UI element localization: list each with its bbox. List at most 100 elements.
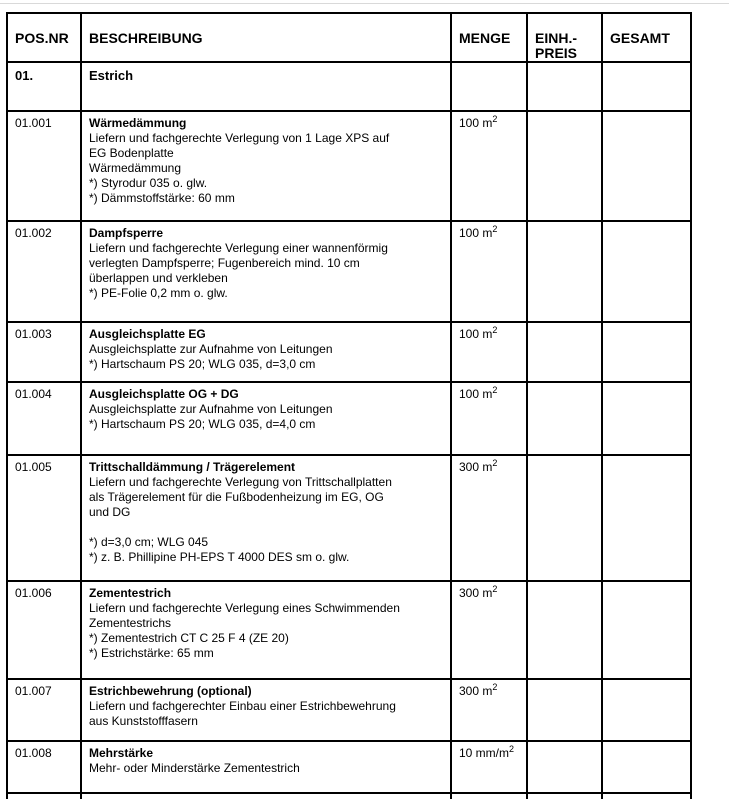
previous-row-remnant-line <box>0 3 729 4</box>
quantity-superscript: 2 <box>492 385 498 395</box>
item-title: Ausgleichsplatte EG <box>89 327 206 341</box>
quantity-value: 300 m <box>459 460 493 474</box>
pos-cell: 01.004 <box>8 383 82 454</box>
description-cell: Estrichbewehrung (optional) Liefern und … <box>82 680 452 740</box>
pos-cell: 01.001 <box>8 112 82 220</box>
table-row-partial <box>8 794 690 799</box>
item-description: Liefern und fachgerechte Verlegung von 1… <box>89 131 390 205</box>
unit-price-cell <box>528 582 603 678</box>
quantity-cell: 10 mm/m2 <box>452 742 528 792</box>
quantity-cell: 300 m2 <box>452 680 528 740</box>
total-cell <box>603 456 690 580</box>
bill-of-quantities-table: POS.NR BESCHREIBUNG MENGE EINH.- PREIS G… <box>6 12 692 799</box>
quantity-cell: 100 m2 <box>452 323 528 381</box>
description-cell: Dampfsperre Liefern und fachgerechte Ver… <box>82 222 452 321</box>
description-cell: Zementestrich Liefern und fachgerechte V… <box>82 582 452 678</box>
item-title: Estrichbewehrung (optional) <box>89 684 252 698</box>
item-description: Liefern und fachgerechte Verlegung von T… <box>89 475 392 564</box>
section-row: 01. Estrich <box>8 63 690 112</box>
item-description: Ausgleichsplatte zur Aufnahme von Leitun… <box>89 402 333 431</box>
section-total-cell <box>603 63 690 110</box>
item-title: Ausgleichsplatte OG + DG <box>89 387 239 401</box>
quantity-cell: 100 m2 <box>452 222 528 321</box>
unit-price-cell <box>528 456 603 580</box>
header-total: GESAMT <box>610 30 670 46</box>
quantity-value: 300 m <box>459 586 493 600</box>
table-row: 01.007 Estrichbewehrung (optional) Liefe… <box>8 680 690 742</box>
unit-price-cell <box>528 222 603 321</box>
quantity-cell: 100 m2 <box>452 112 528 220</box>
table-header-row: POS.NR BESCHREIBUNG MENGE EINH.- PREIS G… <box>8 14 690 63</box>
total-cell <box>603 582 690 678</box>
item-description: Liefern und fachgerechter Einbau einer E… <box>89 699 396 728</box>
quantity-value: 100 m <box>459 226 493 240</box>
table-row: 01.004 Ausgleichsplatte OG + DG Ausgleic… <box>8 383 690 456</box>
table-row: 01.006 Zementestrich Liefern und fachger… <box>8 582 690 680</box>
total-cell <box>603 222 690 321</box>
header-description: BESCHREIBUNG <box>82 14 452 61</box>
quantity-value: 300 m <box>459 684 493 698</box>
quantity-superscript: 2 <box>492 458 498 468</box>
item-title: Dampfsperre <box>89 226 164 240</box>
pos-cell: 01.003 <box>8 323 82 381</box>
quantity-cell: 300 m2 <box>452 456 528 580</box>
quantity-superscript: 2 <box>509 744 515 754</box>
pos-cell: 01.008 <box>8 742 82 792</box>
item-title: Trittschalldämmung / Trägerelement <box>89 460 296 474</box>
description-cell: Trittschalldämmung / Trägerelement Liefe… <box>82 456 452 580</box>
header-quantity: MENGE <box>452 14 528 61</box>
header-pos: POS.NR <box>8 14 82 61</box>
pos-cell: 01.002 <box>8 222 82 321</box>
item-description: Liefern und fachgerechte Verlegung eines… <box>89 601 400 660</box>
total-cell <box>603 794 690 799</box>
item-description: Liefern und fachgerechte Verlegung einer… <box>89 241 388 300</box>
item-description: Mehr- oder Minderstärke Zementestrich <box>89 761 300 775</box>
table-row: 01.002 Dampfsperre Liefern und fachgerec… <box>8 222 690 323</box>
quantity-superscript: 2 <box>492 584 498 594</box>
item-title: Mehrstärke <box>89 746 154 760</box>
section-title: Estrich <box>82 63 452 110</box>
item-title: Wärmedämmung <box>89 116 187 130</box>
table-row: 01.005 Trittschalldämmung / Trägerelemen… <box>8 456 690 582</box>
quantity-superscript: 2 <box>492 682 498 692</box>
pos-cell: 01.006 <box>8 582 82 678</box>
total-cell <box>603 383 690 454</box>
item-title: Zementestrich <box>89 586 172 600</box>
unit-price-cell <box>528 680 603 740</box>
description-cell <box>82 794 452 799</box>
description-cell: Mehrstärke Mehr- oder Minderstärke Zemen… <box>82 742 452 792</box>
quantity-superscript: 2 <box>492 325 498 335</box>
total-cell <box>603 680 690 740</box>
quantity-superscript: 2 <box>492 114 498 124</box>
pos-cell: 01.005 <box>8 456 82 580</box>
table-row: 01.001 Wärmedämmung Liefern und fachgere… <box>8 112 690 222</box>
total-cell <box>603 742 690 792</box>
quantity-cell <box>452 794 528 799</box>
table-row: 01.003 Ausgleichsplatte EG Ausgleichspla… <box>8 323 690 383</box>
unit-price-cell <box>528 323 603 381</box>
quantity-value: 100 m <box>459 387 493 401</box>
quantity-cell: 100 m2 <box>452 383 528 454</box>
pos-cell <box>8 794 82 799</box>
description-cell: Ausgleichsplatte EG Ausgleichsplatte zur… <box>82 323 452 381</box>
section-quantity-cell <box>452 63 528 110</box>
unit-price-cell <box>528 383 603 454</box>
quantity-value: 100 m <box>459 327 493 341</box>
table-row: 01.008 Mehrstärke Mehr- oder Minderstärk… <box>8 742 690 794</box>
quantity-value: 10 mm/m <box>459 746 510 760</box>
total-cell <box>603 112 690 220</box>
quantity-cell: 300 m2 <box>452 582 528 678</box>
quantity-superscript: 2 <box>492 224 498 234</box>
description-cell: Wärmedämmung Liefern und fachgerechte Ve… <box>82 112 452 220</box>
description-cell: Ausgleichsplatte OG + DG Ausgleichsplatt… <box>82 383 452 454</box>
quantity-value: 100 m <box>459 116 493 130</box>
unit-price-cell <box>528 794 603 799</box>
unit-price-cell <box>528 112 603 220</box>
section-unit-price-cell <box>528 63 603 110</box>
header-unit-price: EINH.- PREIS <box>528 14 603 61</box>
section-pos: 01. <box>8 63 82 110</box>
unit-price-cell <box>528 742 603 792</box>
total-cell <box>603 323 690 381</box>
item-description: Ausgleichsplatte zur Aufnahme von Leitun… <box>89 342 333 371</box>
